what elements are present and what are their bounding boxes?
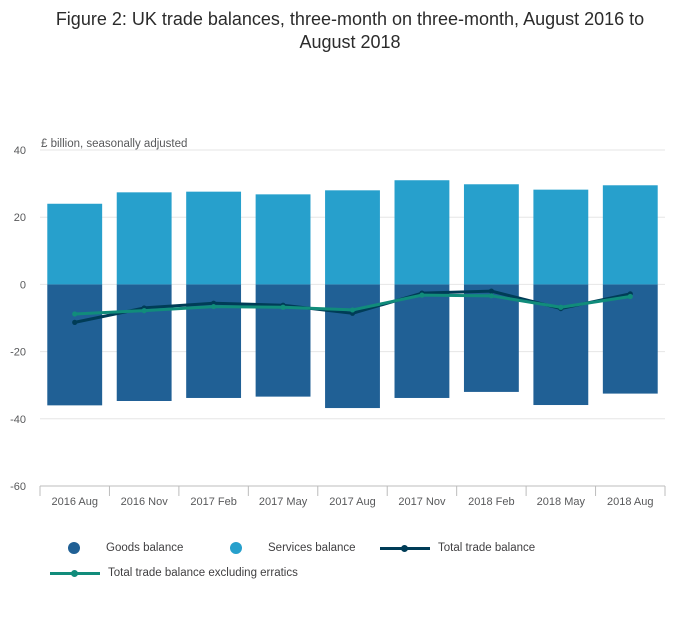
chart-title-line-1: Figure 2: UK trade balances, three-month… bbox=[55, 9, 645, 29]
bar bbox=[325, 190, 380, 285]
y-tick-label: 0 bbox=[20, 279, 26, 291]
line-point bbox=[349, 307, 356, 313]
bar bbox=[47, 284, 103, 406]
bar bbox=[602, 185, 658, 285]
legend-item-services: Services balance bbox=[230, 542, 356, 554]
bar bbox=[186, 191, 242, 285]
legend-swatch-total bbox=[380, 544, 430, 552]
bar bbox=[255, 194, 311, 285]
x-tick-label: 2016 Nov bbox=[121, 496, 169, 508]
x-tick-label: 2016 Aug bbox=[51, 496, 98, 508]
bars bbox=[47, 180, 658, 409]
bar bbox=[533, 189, 589, 285]
bar bbox=[394, 180, 450, 285]
y-tick-label: -60 bbox=[10, 481, 26, 493]
legend-swatch-services bbox=[230, 542, 242, 554]
bar bbox=[47, 203, 103, 285]
line-point bbox=[627, 293, 633, 300]
legend-label-total: Total trade balance bbox=[438, 542, 536, 554]
line-point bbox=[211, 303, 217, 310]
legend-item-goods: Goods balance bbox=[68, 542, 183, 554]
line-point bbox=[280, 304, 286, 310]
legend-swatch-total-ex-erratics bbox=[50, 569, 100, 577]
legend-item-total: Total trade balance bbox=[380, 542, 535, 554]
bar bbox=[116, 284, 172, 401]
series-lines bbox=[72, 288, 633, 325]
x-tick-label: 2018 May bbox=[537, 496, 586, 508]
bar bbox=[463, 184, 519, 285]
legend-label-total-ex-erratics: Total trade balance excluding erratics bbox=[108, 567, 298, 579]
y-axis-label: £ billion, seasonally adjusted bbox=[41, 138, 187, 150]
bar bbox=[325, 284, 380, 409]
axes: -60 -40 -20 0 20 40 2016 Aug 2016 Nov 2017 Feb 20… bbox=[10, 145, 666, 508]
y-tick-label: 40 bbox=[14, 145, 26, 157]
line-point bbox=[488, 288, 494, 294]
line-point bbox=[558, 304, 564, 310]
legend-label-services: Services balance bbox=[268, 542, 356, 554]
bar bbox=[116, 192, 172, 285]
y-tick-label: -20 bbox=[10, 347, 26, 359]
x-tick-label: 2017 Nov bbox=[398, 496, 446, 508]
line-point bbox=[72, 319, 78, 325]
chart-title-line-2: August 2018 bbox=[299, 32, 401, 52]
legend-label-goods: Goods balance bbox=[106, 542, 184, 554]
bar bbox=[394, 284, 450, 398]
x-tick-label: 2017 Aug bbox=[329, 496, 376, 508]
x-tick-label: 2017 Feb bbox=[190, 496, 236, 508]
legend-item-total-ex-erratics: Total trade balance excluding erratics bbox=[50, 567, 298, 579]
x-tick-label: 2018 Aug bbox=[607, 496, 654, 508]
x-tick-label: 2018 Feb bbox=[468, 496, 514, 508]
chart-title: Figure 2: UK trade balances, three-month… bbox=[0, 8, 700, 54]
line-point bbox=[141, 308, 147, 314]
y-tick-label: 20 bbox=[14, 212, 26, 224]
y-tick-label: -40 bbox=[10, 414, 26, 426]
line-point bbox=[488, 293, 494, 299]
bar bbox=[602, 284, 658, 394]
bar bbox=[463, 284, 519, 392]
line-point bbox=[419, 292, 425, 298]
line-point bbox=[72, 311, 78, 317]
bar bbox=[255, 284, 311, 397]
legend-swatch-goods bbox=[68, 542, 80, 554]
x-tick-label: 2017 May bbox=[259, 496, 308, 508]
